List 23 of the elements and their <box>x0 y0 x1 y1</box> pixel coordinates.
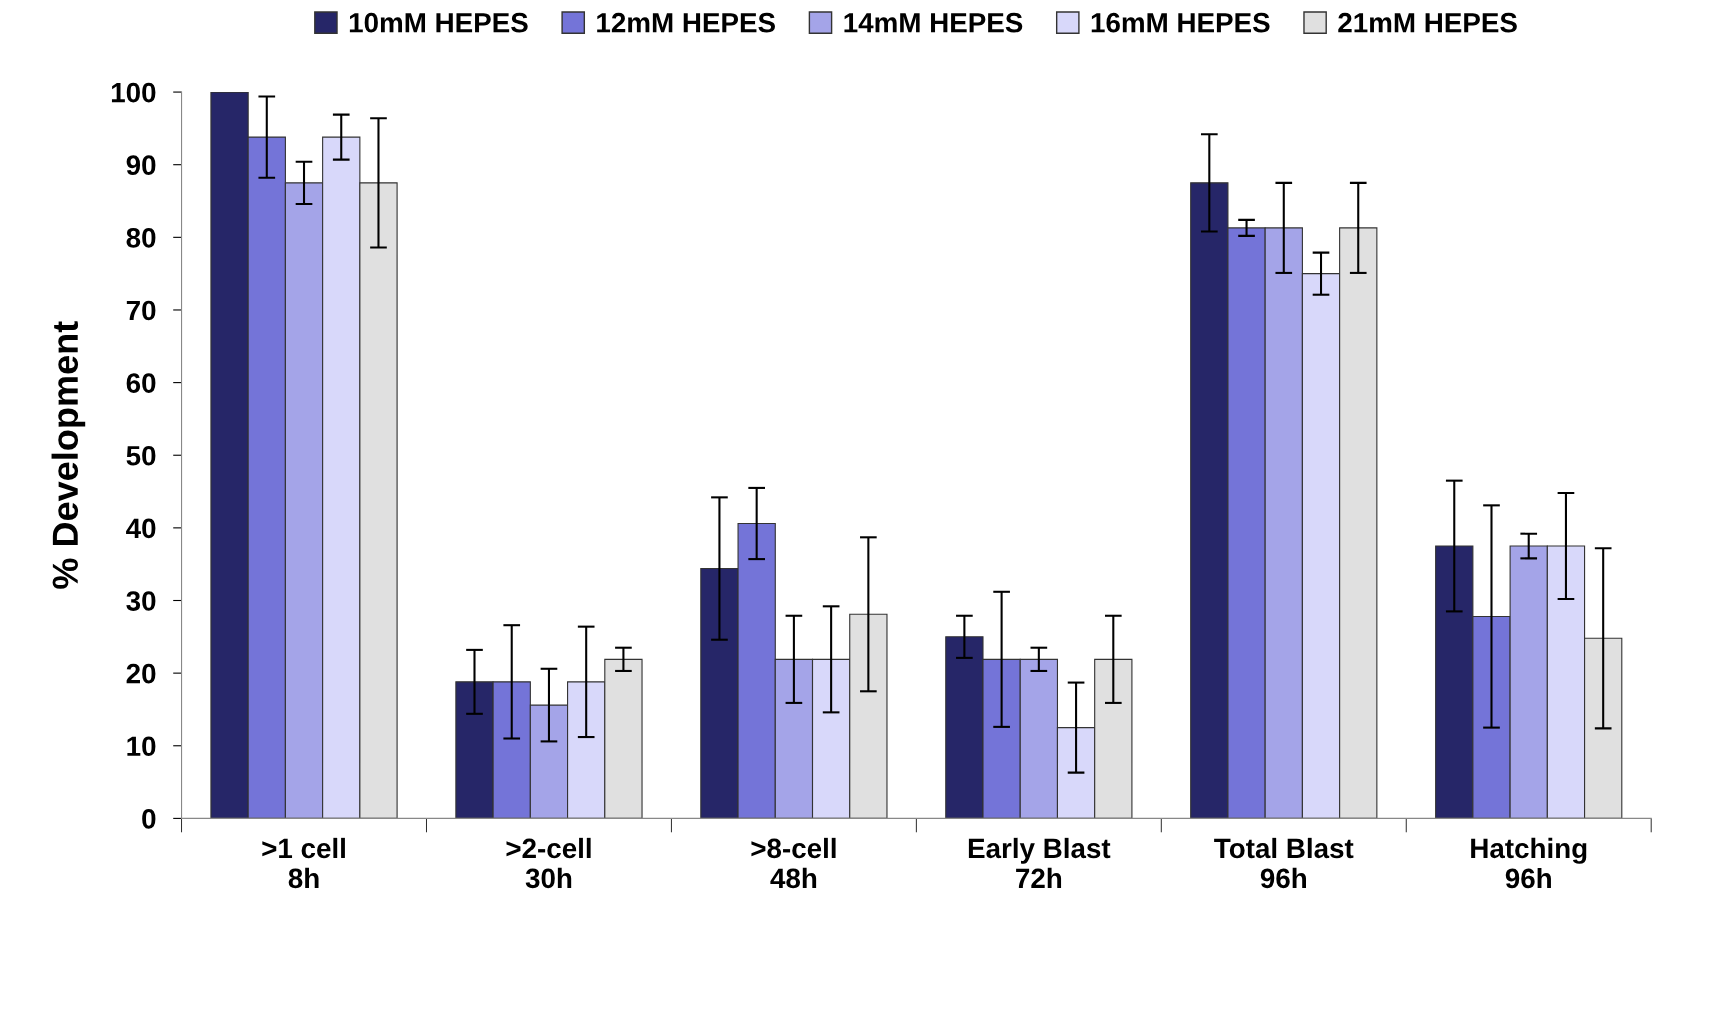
y-tick-label: 70 <box>126 300 156 321</box>
y-axis-title: % Development <box>51 321 86 589</box>
x-tick-label: >2-cell 30h <box>506 837 591 889</box>
legend-label: 12mM HEPES <box>597 12 775 33</box>
y-tick-label: 90 <box>126 155 156 176</box>
x-tick-label: >8-cell 48h <box>751 837 836 889</box>
x-tick-label: Early Blast 72h <box>968 837 1111 888</box>
legend-label: 16mM HEPES <box>1091 12 1270 33</box>
legend-label: 21mM HEPES <box>1338 12 1517 33</box>
y-tick-label: 10 <box>127 736 156 757</box>
legend-label: 14mM HEPES <box>844 12 1023 33</box>
x-tick-label: >1 cell 8h <box>262 837 345 889</box>
y-tick-label: 50 <box>126 445 156 466</box>
legend-label: 10mM HEPES <box>349 12 528 33</box>
y-tick-label: 60 <box>126 373 156 393</box>
y-tick-label: 80 <box>126 228 156 248</box>
y-tick-label: 40 <box>126 518 156 539</box>
y-tick-label: 30 <box>126 591 156 611</box>
y-tick-label: 20 <box>126 663 156 684</box>
y-tick-label: 0 <box>142 809 156 829</box>
x-tick-label: Hatching 96h <box>1471 837 1587 889</box>
x-tick-label: Total Blast 96h <box>1214 837 1354 889</box>
y-tick-label: 100 <box>111 82 156 103</box>
